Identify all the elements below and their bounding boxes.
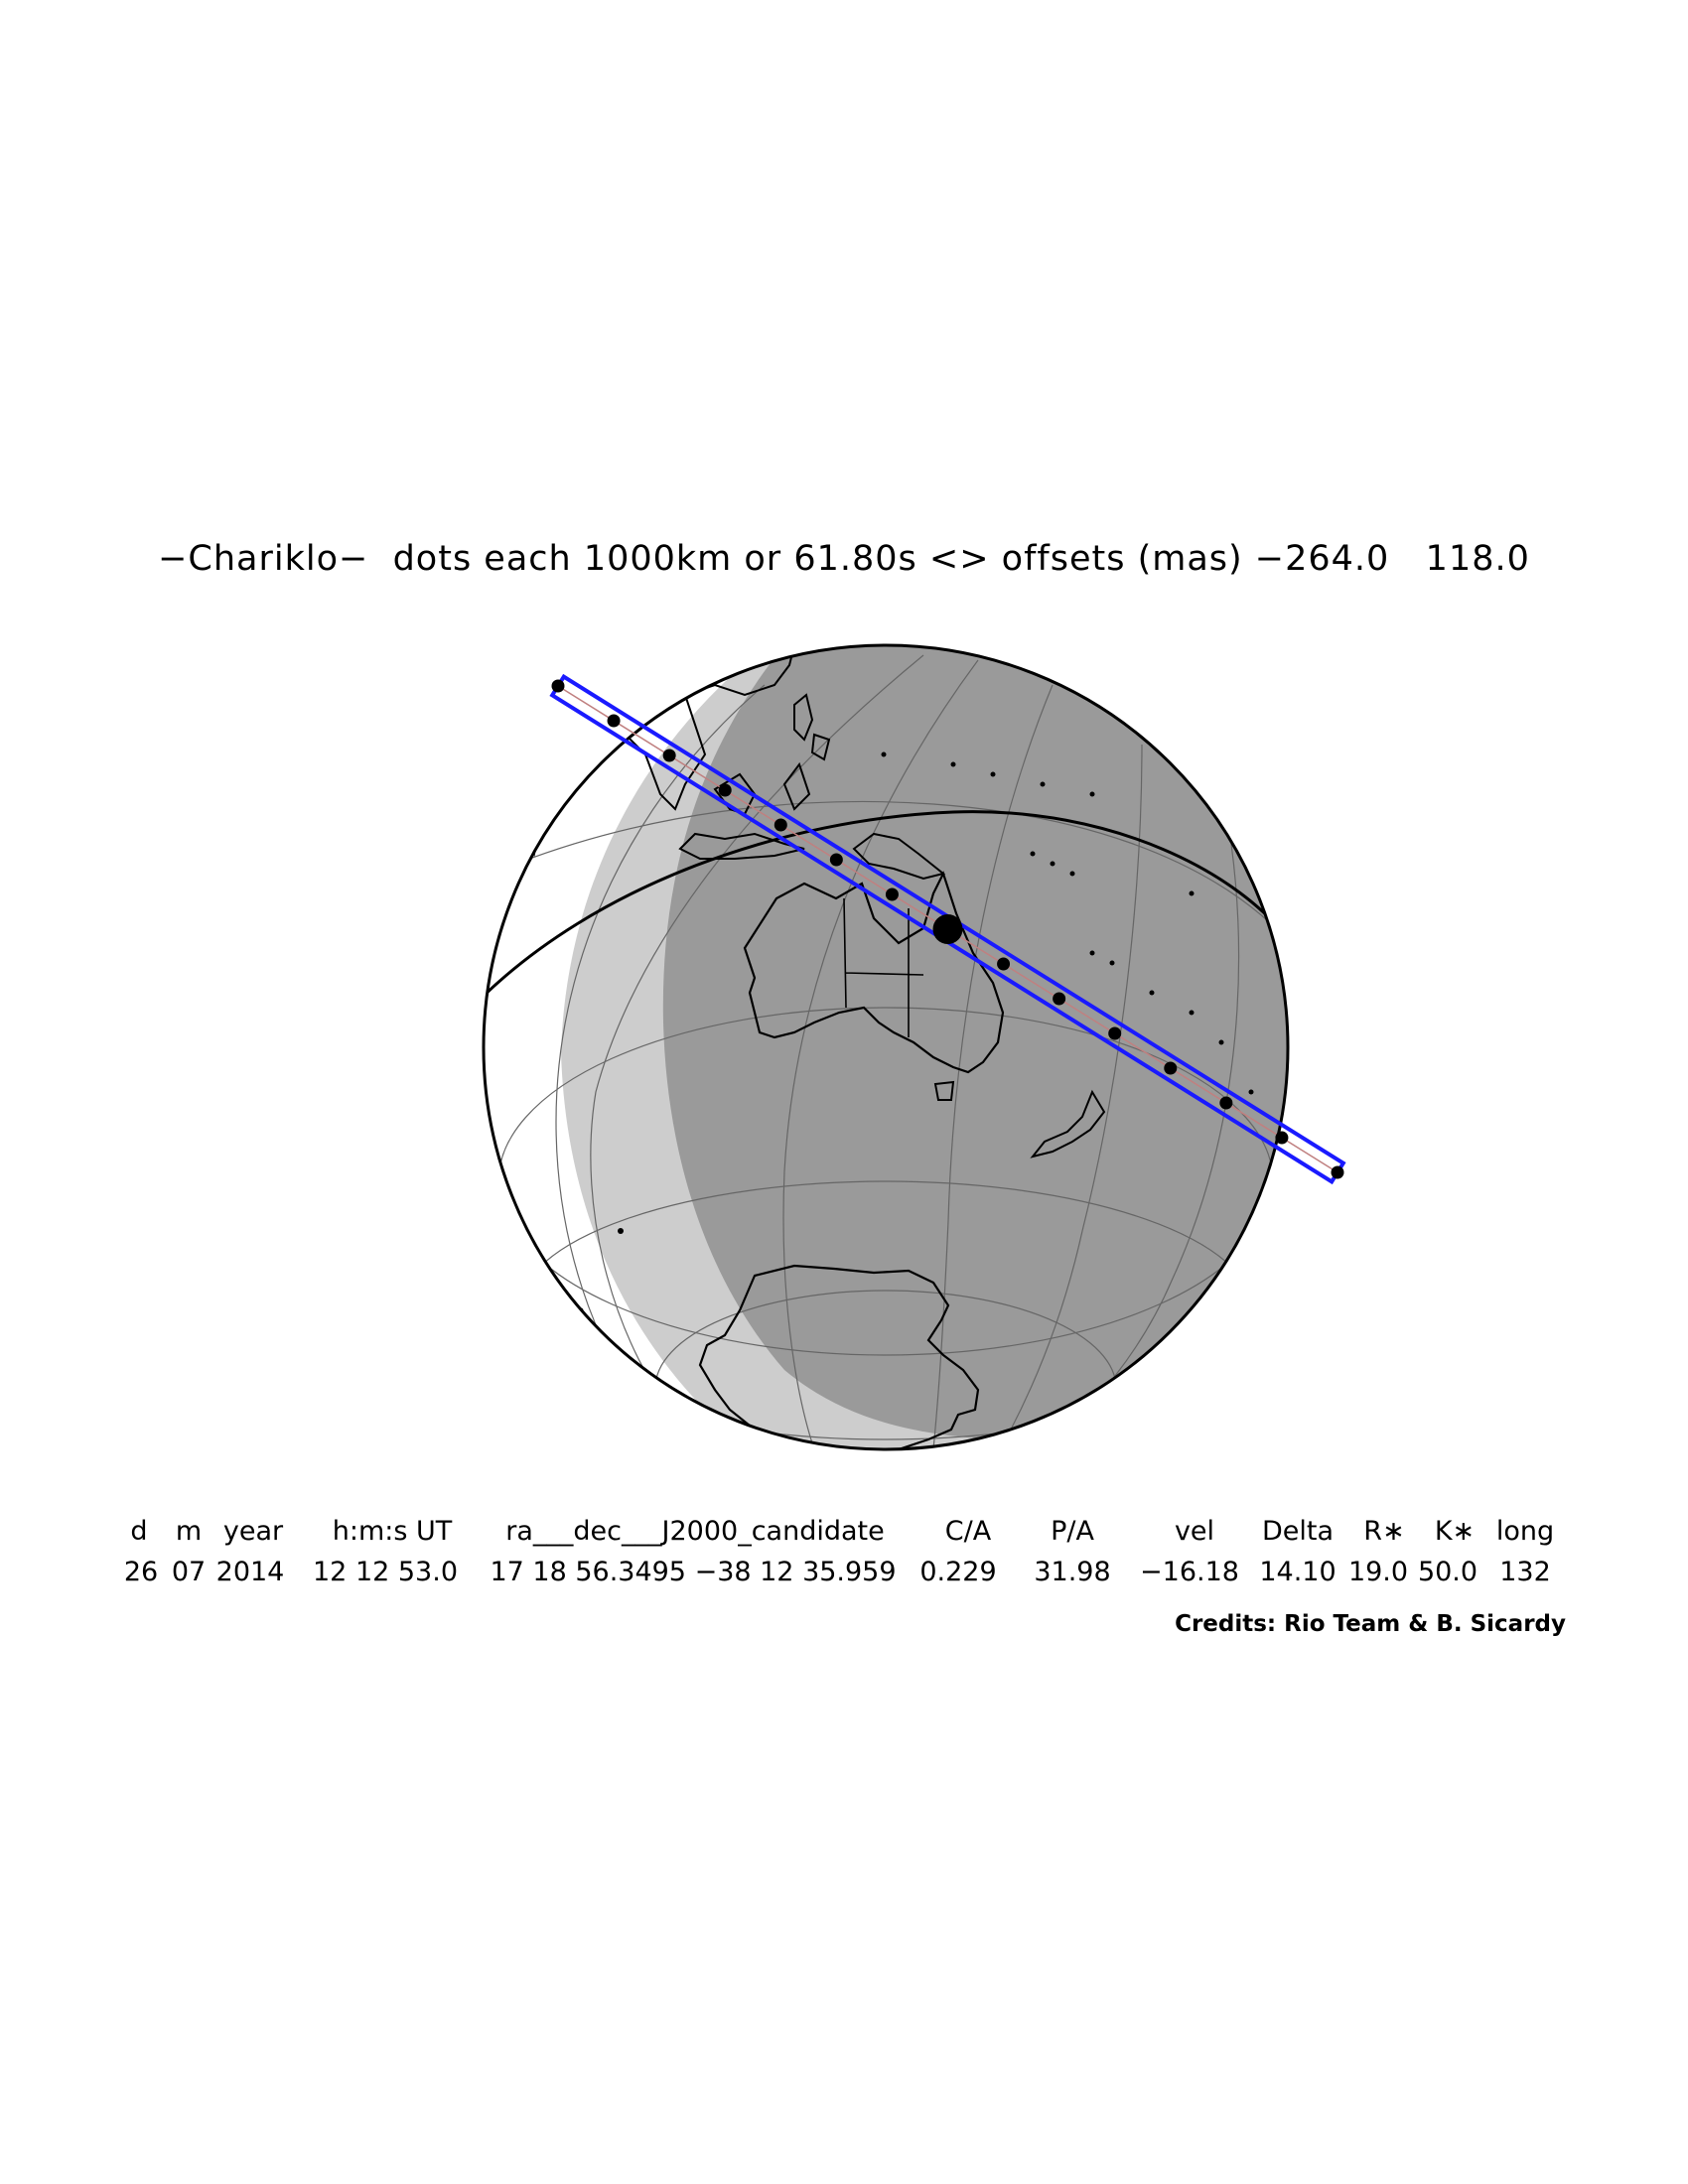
- path-time-dot: [1108, 1026, 1122, 1040]
- madagascar-outline: [484, 1118, 491, 1193]
- chart-title: −Chariklo− dots each 1000km or 61.80s <>…: [158, 539, 1530, 579]
- new-guinea-outline: [852, 832, 946, 881]
- asia-outline: [595, 645, 795, 811]
- credits: Credits: Rio Team & B. Sicardy: [1175, 1611, 1566, 1637]
- path-time-dot: [885, 887, 899, 901]
- pacific-islands: [578, 751, 1254, 1313]
- path-time-dot: [829, 853, 843, 867]
- path-time-dot: [997, 957, 1011, 971]
- australia-outline: [743, 871, 1005, 1074]
- path-time-dot: [607, 714, 621, 728]
- new-zealand-outline: [1030, 1089, 1106, 1159]
- philippines-outline: [793, 693, 831, 761]
- path-time-dot: [1164, 1061, 1178, 1075]
- path-time-dot: [1331, 1165, 1344, 1179]
- path-time-dot: [662, 749, 676, 762]
- path-time-dot: [774, 818, 787, 832]
- closest-approach-dot: [932, 914, 963, 944]
- path-time-dot: [1275, 1131, 1289, 1145]
- path-time-dot: [1219, 1096, 1233, 1110]
- antarctica-outline: [698, 1264, 980, 1449]
- occultation-path: [549, 673, 1346, 1185]
- tasmania-outline: [933, 1080, 955, 1101]
- path-time-dot: [718, 783, 732, 797]
- path-time-dot: [1053, 992, 1066, 1006]
- equator: [484, 810, 1288, 1005]
- earth-limb: [482, 643, 1290, 1451]
- path-time-dot: [551, 679, 565, 693]
